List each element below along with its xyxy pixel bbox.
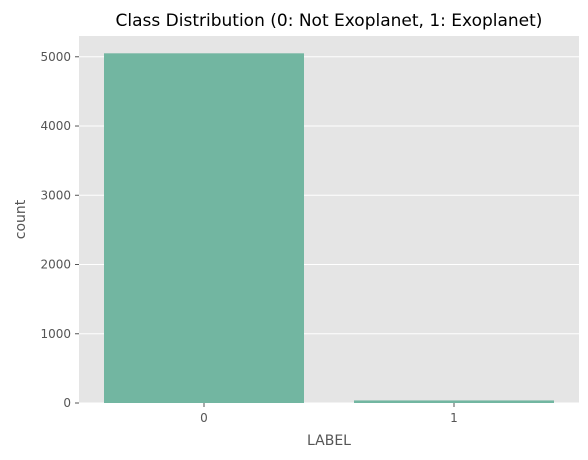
- x-axis-label: LABEL: [307, 433, 351, 449]
- y-tick-label: 0: [63, 396, 71, 410]
- y-tick-label: 2000: [40, 258, 71, 272]
- x-tick-label: 0: [200, 411, 208, 425]
- x-tick-label: 1: [450, 411, 458, 425]
- chart-title: Class Distribution (0: Not Exoplanet, 1:…: [116, 11, 543, 31]
- y-tick-label: 4000: [40, 119, 71, 133]
- y-axis-label: count: [13, 199, 29, 239]
- bar-1: [354, 400, 554, 403]
- y-tick-label: 3000: [40, 188, 71, 202]
- y-tick-label: 5000: [40, 50, 71, 64]
- y-tick-labels: 0 1000 2000 3000 4000 5000: [40, 50, 79, 410]
- bars: [104, 53, 554, 404]
- y-tick-label: 1000: [40, 327, 71, 341]
- bar-0: [104, 53, 304, 404]
